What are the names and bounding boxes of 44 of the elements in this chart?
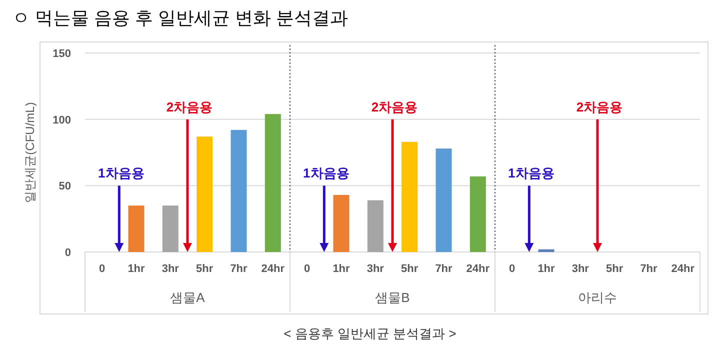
annotation: 2차음용: [371, 99, 418, 114]
bar: [470, 176, 486, 252]
x-tick-label: 5hr: [606, 263, 624, 275]
y-tick-label: 0: [64, 247, 71, 259]
y-tick-label: 100: [52, 114, 71, 126]
x-axis-title: 샘물A: [170, 290, 206, 305]
annotation: 1차음용: [508, 166, 554, 181]
x-tick-label: 0: [509, 263, 516, 275]
y-axis-title: 일반세균(CFU/mL): [23, 102, 37, 203]
x-tick-label: 24hr: [466, 263, 490, 275]
chart-title: ㅇ 먹는물 음용 후 일반세균 변화 분석결과: [12, 8, 348, 28]
x-tick-label: 3hr: [572, 263, 590, 275]
annotation: 2차음용: [576, 99, 623, 114]
x-tick-label: 3hr: [366, 263, 385, 275]
y-tick-label: 50: [58, 180, 71, 193]
annotation: 1차음용: [303, 166, 350, 181]
x-tick-label: 7hr: [435, 263, 454, 275]
x-tick-label: 7hr: [230, 263, 248, 275]
bar: [333, 194, 350, 252]
x-tick-label: 3hr: [162, 263, 180, 275]
annotation: 1차음용: [98, 166, 144, 181]
x-tick-label: 24hr: [261, 263, 286, 275]
x-axis-title: 샘물B: [375, 290, 410, 305]
bar: [196, 136, 213, 252]
bar: [230, 130, 247, 252]
bar: [162, 206, 178, 252]
x-axis-title: 아리수: [578, 290, 617, 305]
x-tick-label: 1hr: [128, 263, 146, 275]
x-tick-label: 5hr: [401, 263, 419, 275]
x-tick-label: 1hr: [538, 263, 556, 275]
bar: [402, 142, 418, 252]
x-tick-label: 5hr: [196, 263, 214, 275]
x-tick-label: 1hr: [332, 263, 351, 275]
x-tick-label: 0: [304, 263, 310, 275]
x-tick-label: 0: [99, 263, 106, 275]
x-tick-label: 7hr: [640, 263, 658, 275]
bar: [128, 206, 144, 252]
text: < 음용후 일반세균 분석결과 >: [284, 326, 456, 341]
x-tick-label: 24hr: [671, 263, 696, 275]
bar: [436, 148, 452, 252]
y-tick-label: 150: [52, 48, 71, 60]
bar: [264, 114, 281, 252]
bar: [367, 200, 384, 252]
annotation: 2차음용: [166, 99, 213, 114]
